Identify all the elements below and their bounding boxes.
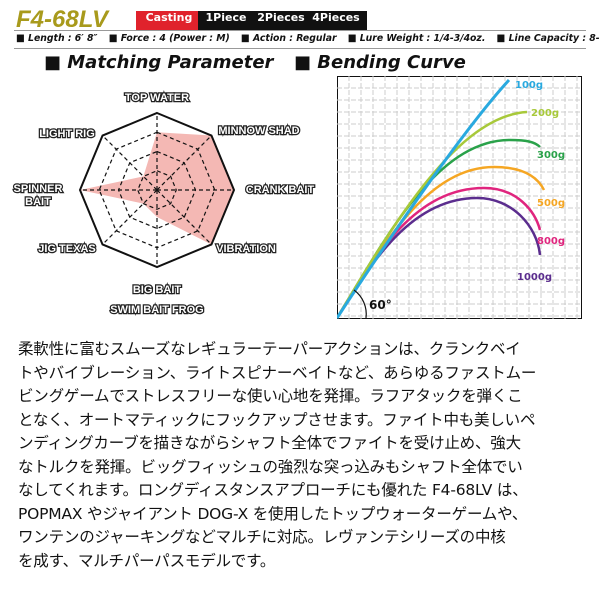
radar-ring	[137, 170, 177, 210]
radar-label-jig-texas: JIG TEXAS	[38, 243, 95, 255]
matching-title: ■ Matching Parameter	[44, 52, 274, 73]
radar-ring	[117, 150, 197, 230]
radar-spoke	[102, 135, 158, 191]
divider	[14, 30, 586, 31]
curve-label-300g: 300g	[537, 150, 565, 161]
tag-1piece: 1Piece	[198, 11, 254, 30]
desc-line: なトルクを発揮。ビッグフィッシュの強烈な突っ込みもシャフト全体でい	[18, 457, 523, 476]
radar-outline	[78, 111, 236, 269]
curve-label-1000g: 1000g	[517, 272, 552, 283]
curve-label-200g: 200g	[531, 108, 559, 119]
radar-spoke	[156, 135, 212, 191]
bending-curve-chart: 100g 200g 300g 500g 800g 1000g 60°	[337, 76, 582, 319]
spec-action: Action : Regular	[241, 33, 337, 44]
radar-label-bait: BAIT	[25, 196, 51, 208]
divider	[14, 48, 586, 49]
tag-2pieces: 2Pieces	[250, 11, 312, 30]
radar-label-swim-bait-frog: SWIM BAIT FROG	[110, 304, 204, 316]
model-name: F4-68LV	[16, 6, 109, 33]
bending-title: ■ Bending Curve	[294, 52, 466, 73]
desc-line: ワンテンのジャーキングなどマルチに対応。レヴァンテシリーズの中核	[18, 528, 506, 546]
curve-200g	[337, 110, 528, 319]
curve-label-100g: 100g	[515, 80, 543, 91]
desc-line: トやバイブレーション、ライトスピナーベイトなど、あらゆるファストムー	[18, 363, 537, 382]
curve-label-800g: 800g	[537, 236, 565, 247]
desc-line: POPMAX やジャイアント DOG-X を使用したトップウォーターゲームや、	[18, 504, 528, 523]
desc-line: を成す、マルチパーパスモデルです。	[18, 551, 276, 570]
angle-label: 60°	[369, 298, 392, 312]
spec-lure-weight: Lure Weight : 1/4-3/4oz.	[348, 33, 486, 44]
desc-line: なしてくれます。ロングディスタンスアプローチにも優れた F4-68LV は、	[18, 481, 528, 499]
radar-label-minnow-shad: MINNOW SHAD	[218, 125, 299, 137]
radar-spoke	[156, 189, 212, 245]
curve-100g	[337, 78, 511, 319]
spec-force: Force : 4 (Power : M)	[109, 33, 230, 44]
desc-line: 柔軟性に富むスムーズなレギュラーテーパーアクションは、クランクベイ	[18, 340, 521, 358]
tag-4pieces: 4Pieces	[305, 11, 367, 30]
curve-label-500g: 500g	[537, 198, 565, 209]
spec-list: Length : 6′ 8″ Force : 4 (Power : M) Act…	[16, 33, 600, 44]
desc-line: となく、オートマティックにフックアップさせます。ファイト中も美しいペ	[18, 410, 536, 429]
spec-length: Length : 6′ 8″	[16, 33, 98, 44]
tag-casting: Casting	[136, 11, 202, 30]
description: 柔軟性に富むスムーズなレギュラーテーパーアクションは、クランクベイ トやバイブレ…	[18, 338, 588, 573]
spec-line-capacity: Line Capacity : 8-14lb.	[497, 33, 600, 44]
angle-arc	[353, 289, 367, 319]
radar-label-big-bait: BIG BAIT	[133, 284, 182, 296]
desc-line: ビングゲームでストレスフリーな使い心地を発揮。ラフアタックを弾くこ	[18, 387, 523, 405]
radar-label-vibration: VIBRATION	[216, 243, 276, 255]
desc-line: ンディングカーブを描きながらシャフト全体でファイトを受け止め、強大	[18, 434, 521, 452]
matching-radar-chart: TOP WATER MINNOW SHAD CRANK BAIT VIBRATION B…	[12, 91, 315, 318]
radar-label-spinner: SPINNER	[14, 183, 63, 195]
radar-label-light-rig: LIGHT RIG	[39, 128, 95, 140]
radar-label-top-water: TOP WATER	[125, 92, 189, 104]
radar-label-crank-bait: CRANK BAIT	[246, 184, 315, 196]
radar-spoke	[102, 189, 158, 245]
